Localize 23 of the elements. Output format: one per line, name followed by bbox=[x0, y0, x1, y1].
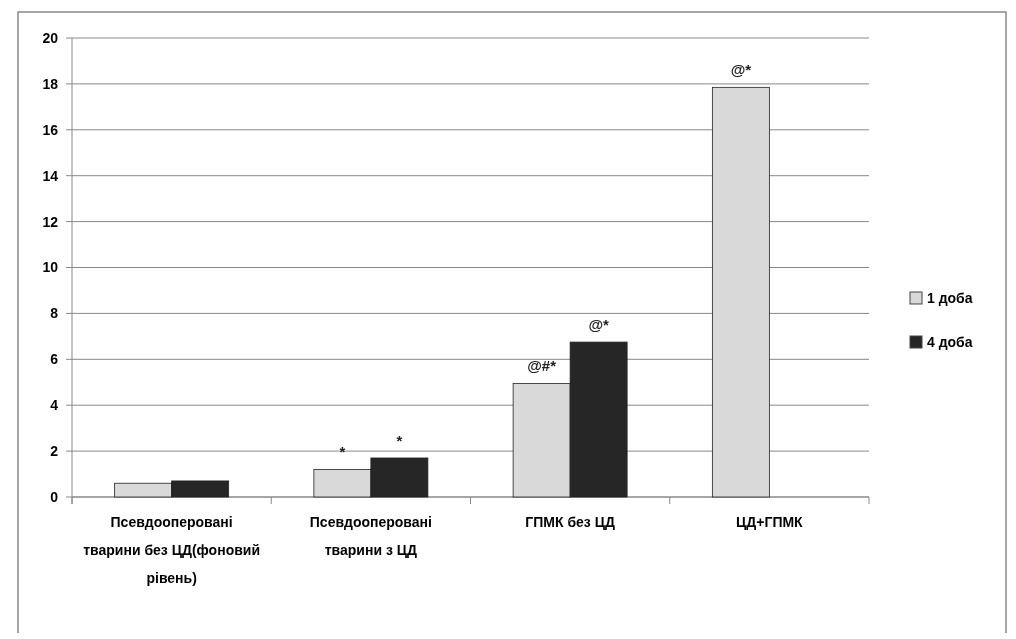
y-tick-label: 12 bbox=[42, 213, 59, 230]
x-tick-label: Псевдооперовані тварини без ЦД(фоновий рівень) bbox=[83, 514, 261, 586]
y-tick-label: 2 bbox=[50, 443, 59, 459]
annotation: * bbox=[339, 443, 346, 461]
y-tick-label: 18 bbox=[42, 75, 59, 92]
x-tick-label: Псевдооперовані тварини з ЦД bbox=[309, 514, 432, 558]
y-tick-label: 16 bbox=[42, 121, 59, 138]
y-tick-label: 4 bbox=[50, 397, 59, 414]
y-tick-label: 10 bbox=[42, 259, 59, 276]
x-tick-label: ЦД+ГПМК bbox=[736, 514, 804, 530]
y-tick-label: 0 bbox=[50, 488, 59, 505]
bar bbox=[711, 86, 770, 498]
x-tick-label: ГПМК без ЦД bbox=[525, 514, 615, 530]
annotation: @* bbox=[730, 61, 752, 79]
legend-label: 4 доба bbox=[927, 333, 973, 350]
y-tick-label: 6 bbox=[50, 351, 59, 368]
y-tick-label: 20 bbox=[42, 29, 59, 46]
y-tick-label: 14 bbox=[42, 167, 59, 184]
y-tick-label: 8 bbox=[50, 305, 59, 322]
annotation: @* bbox=[588, 316, 610, 334]
legend-label: 1 доба bbox=[927, 289, 973, 306]
annotation: @#* bbox=[527, 357, 557, 375]
annotation: * bbox=[396, 431, 403, 449]
